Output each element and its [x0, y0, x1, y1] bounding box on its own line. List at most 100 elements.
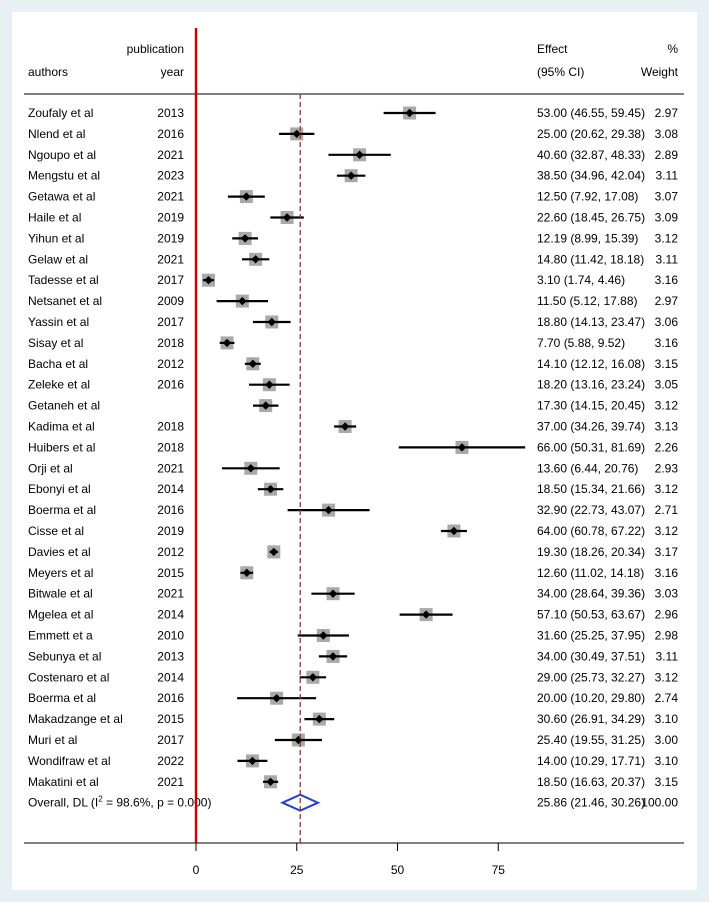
- point-estimate-marker: [405, 108, 414, 118]
- study-year-label: 2012: [157, 357, 184, 371]
- study-weight-label: 3.11: [656, 649, 679, 663]
- header-effect-line1: Effect: [537, 42, 568, 56]
- study-ci-label: 32.90 (22.73, 43.07): [537, 503, 645, 517]
- study-weight-label: 2.89: [655, 148, 679, 162]
- point-estimate-marker: [346, 171, 356, 180]
- study-weight-label: 3.11: [656, 169, 679, 183]
- study-author-label: Tadesse et al: [28, 273, 99, 287]
- study-ci-label: 18.50 (15.34, 21.66): [537, 482, 645, 496]
- study-author-label: Bacha et al: [28, 357, 88, 371]
- study-ci-label: 64.00 (60.78, 67.22): [537, 524, 645, 538]
- study-author-label: Wondifraw et al: [28, 754, 110, 768]
- point-estimate-marker: [266, 485, 275, 494]
- study-ci-label: 30.60 (26.91, 34.29): [537, 712, 645, 726]
- study-author-label: Boerma et al: [28, 503, 96, 517]
- study-author-label: Sisay et al: [28, 336, 83, 350]
- study-year-label: 2022: [157, 754, 184, 768]
- study-weight-label: 3.10: [655, 754, 679, 768]
- point-estimate-marker: [292, 129, 301, 139]
- study-ci-label: 18.80 (14.13, 23.47): [537, 315, 645, 329]
- point-estimate-marker: [315, 714, 324, 724]
- study-year-label: 2013: [157, 106, 184, 120]
- study-author-label: Mengstu et al: [28, 169, 100, 183]
- study-ci-label: 18.50 (16.63, 20.37): [537, 775, 645, 789]
- point-estimate-marker: [242, 568, 251, 577]
- x-axis: 0 25 50 75: [193, 843, 505, 877]
- study-year-label: 2021: [157, 587, 184, 601]
- study-weight-label: 3.15: [655, 357, 679, 371]
- study-ci-label: 40.60 (32.87, 48.33): [537, 148, 645, 162]
- point-estimate-marker: [340, 422, 350, 431]
- study-weight-label: 3.08: [655, 127, 679, 141]
- study-year-label: 2012: [157, 545, 184, 559]
- study-author-label: Makadzange et al: [28, 712, 123, 726]
- study-weight-label: 2.98: [655, 629, 679, 643]
- point-estimate-marker: [328, 652, 338, 661]
- overall-ci-label: 25.86 (21.46, 30.26): [537, 796, 645, 810]
- point-estimate-marker: [246, 464, 256, 473]
- study-ci-label: 17.30 (14.15, 20.45): [537, 399, 645, 413]
- study-weight-label: 3.09: [655, 211, 679, 225]
- study-weight-label: 2.96: [655, 608, 679, 622]
- study-ci-label: 13.60 (6.44, 20.76): [537, 461, 638, 475]
- study-weight-label: 3.16: [655, 273, 679, 287]
- x-tick-label: 25: [290, 863, 304, 877]
- study-author-label: Davies et al: [28, 545, 91, 559]
- study-weight-label: 2.97: [655, 294, 679, 308]
- point-estimate-marker: [449, 526, 459, 536]
- study-author-label: Gelaw et al: [28, 252, 88, 266]
- study-ci-label: 12.50 (7.92, 17.08): [537, 190, 638, 204]
- study-author-label: Orji et al: [28, 461, 73, 475]
- overall-row: Overall, DL (I2 = 98.6%, p = 0.000) 25.86…: [28, 793, 678, 812]
- study-weight-label: 3.16: [655, 566, 679, 580]
- study-year-label: 2017: [157, 733, 184, 747]
- study-weight-label: 3.16: [655, 336, 679, 350]
- study-weight-label: 2.71: [655, 503, 679, 517]
- point-estimate-marker: [265, 380, 274, 389]
- study-year-label: 2017: [157, 315, 184, 329]
- study-year-label: 2023: [157, 169, 184, 183]
- point-estimate-marker: [251, 255, 260, 264]
- point-estimate-marker: [240, 234, 250, 243]
- study-ci-label: 7.70 (5.88, 9.52): [537, 336, 625, 350]
- header-year-line2: year: [161, 65, 184, 79]
- study-weight-label: 2.26: [655, 440, 679, 454]
- study-ci-label: 14.80 (11.42, 18.18): [537, 252, 644, 266]
- study-weight-label: 3.12: [655, 524, 679, 538]
- point-estimate-marker: [308, 673, 318, 682]
- study-ci-label: 38.50 (34.96, 42.04): [537, 169, 645, 183]
- point-estimate-marker: [421, 610, 431, 619]
- header-weight-line1: %: [667, 42, 678, 56]
- study-weight-label: 3.07: [655, 190, 679, 204]
- study-weight-label: 3.05: [655, 378, 679, 392]
- study-author-label: Yihun et al: [28, 231, 84, 245]
- study-ci-label: 25.40 (19.55, 31.25): [537, 733, 645, 747]
- point-estimate-marker: [457, 443, 467, 452]
- study-year-label: 2019: [157, 211, 184, 225]
- point-estimate-marker: [319, 631, 328, 640]
- study-year-label: 2021: [157, 775, 184, 789]
- study-author-label: Huibers et al: [28, 440, 95, 454]
- study-author-label: Kadima et al: [28, 420, 95, 434]
- header-effect-line2: (95% CI): [537, 65, 584, 79]
- point-estimate-marker: [238, 296, 247, 306]
- study-weight-label: 3.03: [655, 587, 679, 601]
- study-year-label: 2016: [157, 691, 184, 705]
- study-ci-label: 66.00 (50.31, 81.69): [537, 440, 645, 454]
- study-year-label: 2009: [157, 294, 184, 308]
- study-ci-label: 22.60 (18.45, 26.75): [537, 211, 645, 225]
- study-author-label: Mgelea et al: [28, 608, 93, 622]
- point-estimate-marker: [269, 547, 278, 557]
- study-year-label: 2017: [157, 273, 184, 287]
- point-estimate-marker: [328, 589, 338, 598]
- study-weight-label: 3.11: [656, 252, 679, 266]
- study-weight-label: 2.93: [655, 461, 679, 475]
- study-author-label: Cisse et al: [28, 524, 84, 538]
- study-ci-label: 34.00 (30.49, 37.51): [537, 649, 645, 663]
- x-tick-label: 0: [193, 863, 200, 877]
- study-author-label: Haile et al: [28, 211, 81, 225]
- study-ci-label: 34.00 (28.64, 39.36): [537, 587, 645, 601]
- study-ci-label: 57.10 (50.53, 63.67): [537, 608, 645, 622]
- study-year-label: 2021: [157, 190, 184, 204]
- study-ci-label: 14.10 (12.12, 16.08): [537, 357, 645, 371]
